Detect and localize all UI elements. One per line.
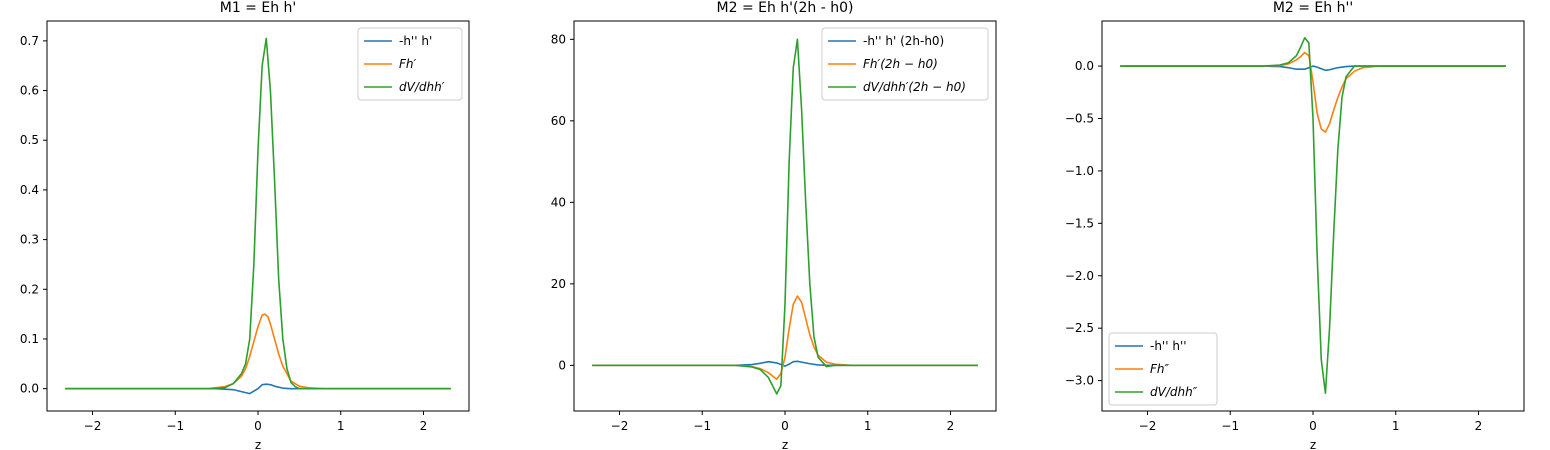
legend-label-1: -h'' h' (399, 34, 432, 48)
series-line-3 (1120, 36, 1506, 394)
y-tick-label: −2.0 (1065, 269, 1094, 283)
y-tick-label: 0.0 (1075, 59, 1094, 73)
x-tick-label: 2 (947, 419, 955, 433)
legend: -h'' h' (2h-h0) Fh′(2h − h0) dV/dhh′(2h − … (821, 27, 989, 101)
y-tick-label: 20 (551, 277, 566, 291)
legend-label-3: dV/dhh′(2h − h0) (863, 80, 966, 94)
y-tick-label: 60 (551, 114, 566, 128)
legend: -h'' h'' Fh″ dV/dhh″ (1108, 332, 1218, 406)
x-tick-label: 2 (420, 419, 428, 433)
x-tick-label: −1 (1221, 419, 1239, 433)
y-tick-label: 0.2 (20, 282, 39, 296)
x-tick-label: 0 (781, 419, 789, 433)
legend-label-1: -h'' h' (2h-h0) (863, 34, 944, 48)
subplot-2: M2 = Eh h'(2h - h0)−2 −1 0 1 2020406080z-h''… (551, 0, 997, 450)
legend: -h'' h' Fh′ dV/dhh′ (357, 27, 463, 101)
y-tick-label: −1.5 (1065, 216, 1094, 230)
series-line-3 (592, 38, 978, 395)
chart-title: M2 = Eh h'' (1273, 0, 1353, 16)
x-tick-label: −2 (84, 419, 102, 433)
y-tick-label: 0.0 (20, 382, 39, 396)
series-line-2 (592, 295, 978, 381)
chart-title: M1 = Eh h' (220, 0, 297, 16)
y-tick-label: 0.3 (20, 233, 39, 247)
y-tick-label: 0.4 (20, 183, 39, 197)
x-tick-label: −1 (166, 419, 184, 433)
x-tick-label: 1 (337, 419, 345, 433)
legend-label-3: dV/dhh″ (1150, 385, 1198, 399)
y-tick-label: 0.6 (20, 84, 39, 98)
x-tick-label: −1 (693, 419, 711, 433)
subplot-3: M2 = Eh h'' −2 −1 0 1 2 0.0 −0.5 −1.0 −1.5 −2.0 −2.… (1065, 0, 1525, 450)
legend-frame (357, 27, 463, 101)
x-tick-label: 2 (1475, 419, 1483, 433)
y-tick-label: 0.7 (20, 34, 39, 48)
y-tick-label: 0 (558, 358, 566, 372)
y-tick-label: 80 (551, 32, 566, 46)
legend-label-2: Fh′(2h − h0) (863, 57, 938, 71)
y-tick-label: 0.5 (20, 133, 39, 147)
x-axis-label: z (782, 438, 788, 450)
subplot-1: M1 = Eh h' −2 −1 0 1 2 0.0 0.1 0.2 0.3 0.4 0.5 0.6 0.… (20, 0, 470, 450)
x-tick-label: 1 (1392, 419, 1400, 433)
x-tick-label: 1 (864, 419, 872, 433)
x-tick-label: 0 (1309, 419, 1317, 433)
y-tick-label: −0.5 (1065, 112, 1094, 126)
legend-label-1: -h'' h'' (1150, 339, 1187, 353)
y-tick-label: −2.5 (1065, 321, 1094, 335)
chart-title: M2 = Eh h'(2h - h0) (717, 0, 854, 16)
y-tick-label: 40 (551, 195, 566, 209)
x-tick-label: 0 (254, 419, 262, 433)
y-tick-label: −3.0 (1065, 374, 1094, 388)
series-line-2 (65, 313, 451, 390)
legend-frame (821, 27, 989, 101)
x-axis-label: z (255, 438, 261, 450)
legend-frame (1108, 332, 1218, 406)
legend-label-3: dV/dhh′ (399, 80, 445, 94)
x-tick-label: −2 (611, 419, 629, 433)
series-line-1 (592, 360, 978, 367)
series-line-3 (65, 37, 451, 390)
series-line-2 (1120, 51, 1506, 133)
x-tick-label: −2 (1139, 419, 1157, 433)
y-tick-label: 0.1 (20, 332, 39, 346)
legend-label-2: Fh′ (399, 57, 417, 71)
y-tick-label: −1.0 (1065, 164, 1094, 178)
legend-label-2: Fh″ (1150, 362, 1170, 376)
x-axis-label: z (1310, 438, 1316, 450)
